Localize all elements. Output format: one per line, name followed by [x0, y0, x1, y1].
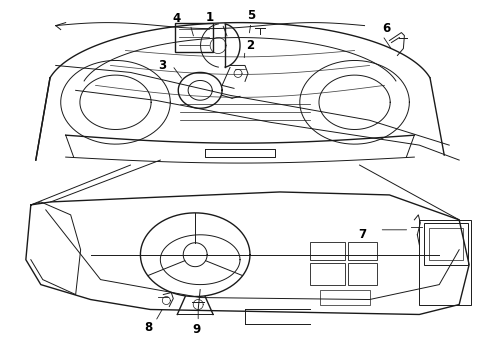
Text: 8: 8: [144, 321, 152, 334]
Text: 9: 9: [192, 323, 200, 336]
Bar: [310, 242, 344, 260]
Text: 1: 1: [206, 11, 214, 24]
Text: 6: 6: [382, 22, 391, 35]
Text: 3: 3: [158, 59, 167, 72]
Bar: [175, 23, 213, 53]
Bar: [424, 223, 468, 265]
Bar: [310, 263, 344, 285]
Text: 4: 4: [172, 12, 180, 25]
Text: 7: 7: [359, 228, 367, 241]
Text: 2: 2: [246, 39, 254, 52]
Bar: [347, 263, 377, 285]
Bar: [429, 228, 463, 260]
Text: 5: 5: [247, 9, 255, 22]
Bar: [347, 242, 377, 260]
Bar: [419, 220, 471, 305]
Bar: [319, 289, 369, 305]
